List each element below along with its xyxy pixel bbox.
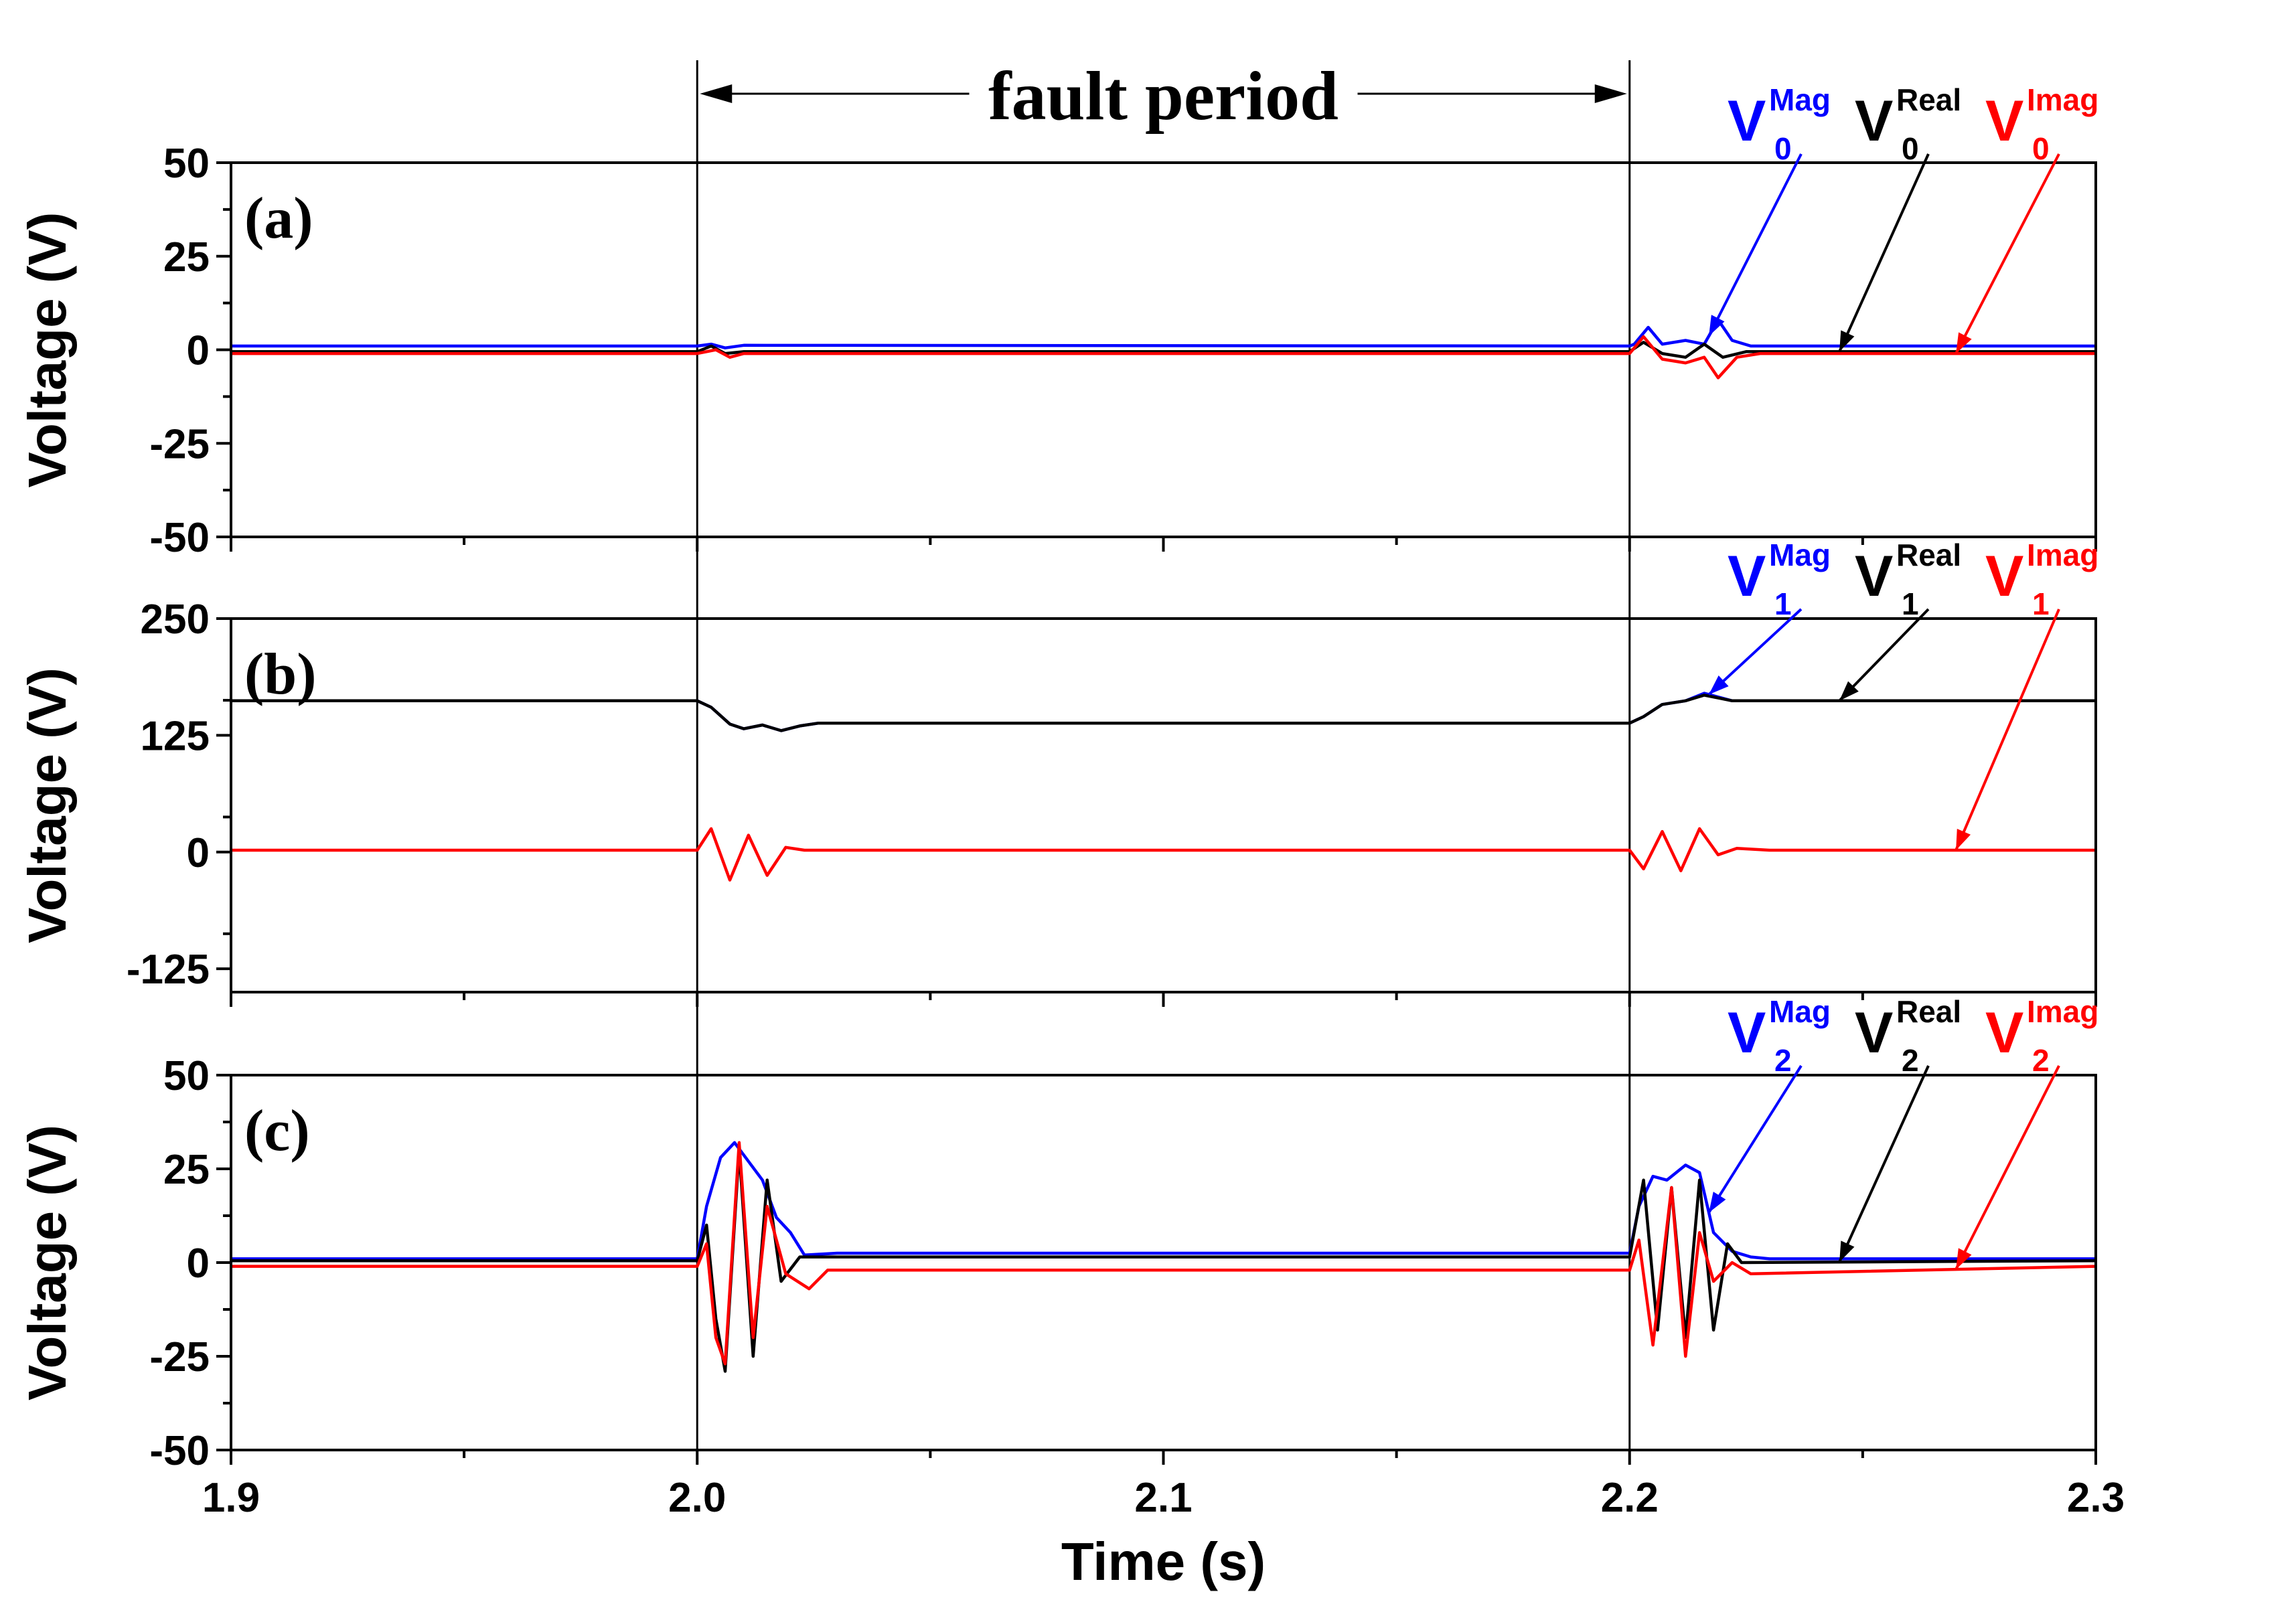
legend-subscript: 0 — [2032, 131, 2050, 166]
y-tick-label: 125 — [141, 713, 210, 759]
legend-superscript: Mag — [1769, 994, 1831, 1029]
legend-subscript: 1 — [2032, 586, 2050, 621]
x-tick-label: 2.3 — [2067, 1475, 2125, 1521]
legend-pointer — [1838, 1065, 1930, 1263]
legend-subscript: 2 — [1902, 1043, 1919, 1078]
legend-pointer — [1955, 153, 2060, 355]
y-tick-label: 50 — [163, 1053, 210, 1099]
y-axis-title: Voltage (V) — [17, 212, 77, 488]
legend-superscript: Real — [1896, 538, 1961, 572]
panel-label: (c) — [244, 1099, 310, 1163]
fault-arrow-right-head — [1594, 84, 1627, 103]
legend-pointer-head — [1709, 1192, 1726, 1213]
series-line-real — [231, 341, 2096, 359]
legend-pointer — [1955, 609, 2060, 851]
fault-period-label: fault period — [988, 58, 1338, 135]
legend-entry: V — [1985, 89, 2023, 153]
legend-entry: V — [1855, 544, 1893, 609]
legend-entry: V — [1728, 1001, 1766, 1065]
fault-label-background — [969, 67, 1358, 127]
legend-subscript: 2 — [2032, 1043, 2050, 1078]
y-tick-label: 0 — [187, 830, 210, 876]
legend-pointer-head — [1839, 681, 1859, 701]
legend-subscript: 1 — [1902, 586, 1919, 621]
legend-pointer-head — [1839, 1240, 1855, 1263]
y-tick-label: 25 — [163, 234, 210, 280]
legend-pointer — [1838, 608, 1930, 702]
series-line-mag — [231, 692, 2096, 732]
x-tick-label: 1.9 — [202, 1475, 260, 1521]
legend-pointer — [1707, 153, 1803, 337]
legend-entry: V — [1728, 544, 1766, 609]
legend-superscript: Imag — [2027, 538, 2098, 572]
legend-pointer-head — [1839, 330, 1855, 352]
legend-pointer-head — [1956, 829, 1971, 850]
y-tick-label: 25 — [163, 1147, 210, 1193]
plot-frame — [230, 161, 2097, 538]
y-tick-label: 0 — [187, 328, 210, 374]
x-axis: 1.9 2.0 2.1 2.2 2.3 — [202, 1475, 2125, 1521]
legend-superscript: Imag — [2027, 994, 2098, 1029]
plot-frame — [230, 617, 2097, 993]
y-axis-title: Voltage (V) — [17, 667, 77, 943]
legend-superscript: Real — [1896, 82, 1961, 117]
panel-label: (a) — [244, 186, 313, 251]
y-tick-label: 50 — [163, 141, 210, 187]
y-tick-label: 0 — [187, 1240, 210, 1287]
legend-subscript: 0 — [1902, 131, 1919, 166]
legend-superscript: Imag — [2027, 82, 2098, 117]
legend-entry: V — [1728, 89, 1766, 153]
series-line-mag — [231, 318, 2096, 349]
legend-pointer — [1707, 608, 1803, 696]
legend-subscript: 1 — [1774, 586, 1792, 621]
y-tick-label: -50 — [149, 1428, 210, 1474]
series-line-imag — [231, 827, 2096, 882]
legend-pointer-head — [1956, 332, 1972, 354]
legend-entry: V — [1985, 544, 2023, 609]
legend-pointer — [1707, 1064, 1803, 1214]
legend-pointer-head — [1709, 315, 1725, 337]
panel-label: (b) — [244, 642, 317, 707]
y-tick-label: -25 — [149, 1334, 210, 1380]
legend-superscript: Mag — [1769, 538, 1831, 572]
legend-entry: V — [1855, 1001, 1893, 1065]
y-tick-label: -50 — [149, 515, 210, 561]
legend-pointer — [1955, 1065, 2060, 1271]
legend-superscript: Real — [1896, 994, 1961, 1029]
legend-subscript: 2 — [1774, 1043, 1792, 1078]
legend-pointer-head — [1956, 1248, 1972, 1270]
fault-arrow-left-head — [700, 84, 733, 103]
y-axis-title: Voltage (V) — [17, 1125, 77, 1400]
y-tick-label: -25 — [149, 421, 210, 467]
x-axis-title: Time (s) — [1061, 1532, 1266, 1591]
series-line-imag — [231, 335, 2096, 380]
series-line-real — [231, 1148, 2096, 1373]
fault-period-annotation: fault period — [696, 58, 1631, 1450]
y-tick-label: 250 — [141, 596, 210, 643]
x-tick-label: 2.2 — [1601, 1475, 1659, 1521]
series-line-real — [231, 694, 2096, 732]
legend-superscript: Mag — [1769, 82, 1831, 117]
legend-pointer — [1838, 153, 1930, 353]
legend-subscript: 0 — [1774, 131, 1792, 166]
legend-pointer-head — [1709, 675, 1729, 695]
y-tick-label: -125 — [127, 947, 210, 993]
legend-entry: V — [1985, 1001, 2023, 1065]
x-tick-label: 2.0 — [668, 1475, 726, 1521]
series-line-mag — [231, 1141, 2096, 1261]
series-line-imag — [231, 1141, 2096, 1366]
x-tick-label: 2.1 — [1134, 1475, 1192, 1521]
legend-entry: V — [1855, 89, 1893, 153]
